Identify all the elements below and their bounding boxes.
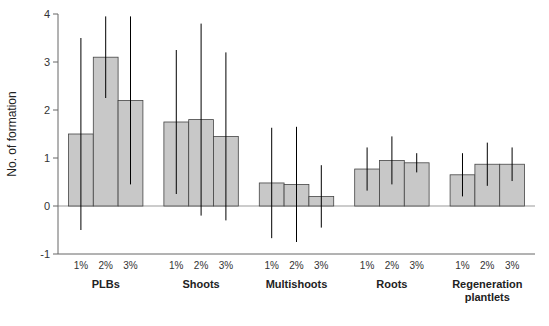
error-bar (416, 153, 417, 172)
x-tick-label: 2% (98, 260, 113, 271)
x-tick-label: 2% (194, 260, 209, 271)
error-bar (512, 147, 513, 181)
y-axis-label: No. of formation (5, 91, 19, 176)
x-tick-label: 2% (385, 260, 400, 271)
y-tick-label: -1 (40, 248, 50, 260)
x-tick-label: 3% (314, 260, 329, 271)
x-tick-label: 3% (505, 260, 520, 271)
error-bar (462, 153, 463, 196)
x-tick-label: 1% (455, 260, 470, 271)
y-tick (53, 254, 58, 255)
group-label: Shoots (182, 278, 219, 290)
y-axis-line (58, 14, 59, 254)
x-tick-label: 2% (480, 260, 495, 271)
group-label: Multishoots (266, 278, 328, 290)
x-tick-label: 1% (74, 260, 89, 271)
x-axis-line (58, 254, 535, 255)
y-tick (53, 14, 58, 15)
error-bar (321, 165, 322, 227)
chart: -101234No. of formation1%2%3%PLBs1%2%3%S… (0, 0, 549, 326)
x-tick-label: 3% (123, 260, 138, 271)
error-bar (487, 143, 488, 186)
x-tick-label: 1% (360, 260, 375, 271)
y-tick (53, 110, 58, 111)
group-label: PLBs (92, 278, 120, 290)
error-bar (296, 127, 297, 242)
error-bar (130, 16, 131, 184)
y-axis: -1 0 1 2 3 4 (40, 8, 535, 260)
x-tick-label: 3% (219, 260, 234, 271)
y-tick-label: 1 (44, 152, 50, 164)
group-label: Regenerationplantlets (452, 278, 523, 303)
error-bar (367, 147, 368, 190)
error-bar (271, 128, 272, 238)
y-tick (53, 206, 58, 207)
x-tick-label: 2% (289, 260, 304, 271)
x-tick-label: 1% (264, 260, 279, 271)
error-bar (391, 136, 392, 184)
plot-area (68, 16, 524, 242)
y-tick (53, 158, 58, 159)
group-label: Roots (376, 278, 407, 290)
x-axis: 1%2%3%PLBs1%2%3%Shoots1%2%3%Multishoots1… (74, 260, 523, 303)
error-bar (201, 24, 202, 216)
error-bar (176, 50, 177, 194)
chart-container: -101234No. of formation1%2%3%PLBs1%2%3%S… (0, 0, 549, 326)
y-tick-label: 4 (44, 8, 50, 20)
x-tick-label: 1% (169, 260, 184, 271)
y-tick-label: 3 (44, 56, 50, 68)
y-tick (53, 62, 58, 63)
error-bar (80, 38, 81, 230)
y-tick-label: 0 (44, 200, 50, 212)
y-tick-label: 2 (44, 104, 50, 116)
x-tick-label: 3% (409, 260, 424, 271)
error-bar (225, 52, 226, 220)
error-bar (105, 16, 106, 98)
